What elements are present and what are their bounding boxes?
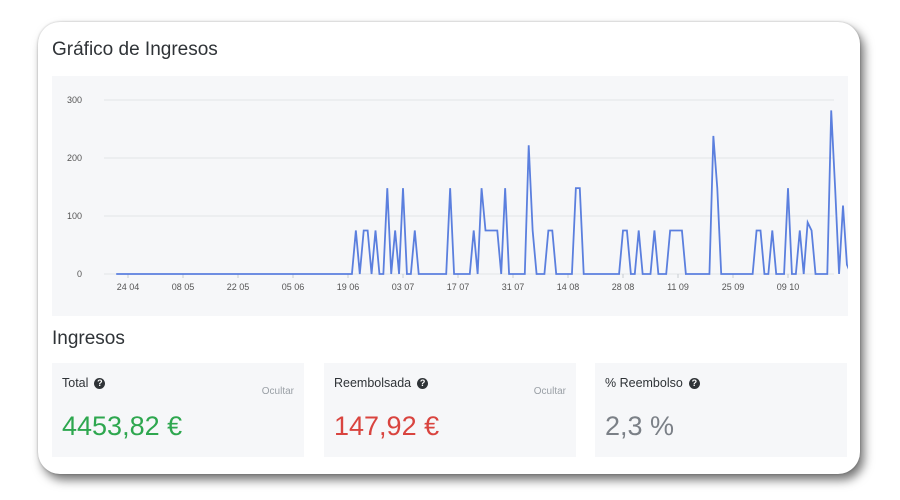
stat-label-text: % Reembolso xyxy=(605,376,683,390)
revenue-chart: 0 100 200 300 24 04 08 05 22 05 05 06 19 06 03 07… xyxy=(52,76,848,316)
y-tick-label: 0 xyxy=(77,269,82,279)
stat-label-text: Reembolsada xyxy=(334,376,412,390)
y-tick-label: 200 xyxy=(67,153,82,163)
hide-total-link[interactable]: Ocultar xyxy=(261,386,294,397)
x-tick-label: 24 04 xyxy=(117,282,140,292)
x-tick-label: 25 09 xyxy=(722,282,745,292)
y-tick-label: 300 xyxy=(67,95,82,105)
x-tick-label: 14 08 xyxy=(557,282,580,292)
help-icon[interactable]: ? xyxy=(688,377,700,389)
stat-label-total: Total ? xyxy=(62,376,106,390)
x-tick-label: 17 07 xyxy=(447,282,470,292)
stat-card-refunded: Reembolsada ? Ocultar 147,92 € xyxy=(324,363,576,457)
x-tick-label: 03 07 xyxy=(392,282,415,292)
x-tick-label: 05 06 xyxy=(282,282,305,292)
section-title: Ingresos xyxy=(52,328,125,349)
stat-card-total: Total ? Ocultar 4453,82 € xyxy=(52,363,304,457)
x-tick-label: 19 06 xyxy=(337,282,360,292)
x-tick-label: 09 10 xyxy=(777,282,800,292)
stat-label-refund-percent: % Reembolso ? xyxy=(605,376,700,390)
y-tick-label: 100 xyxy=(67,211,82,221)
stat-card-refund-percent: % Reembolso ? 2,3 % xyxy=(595,363,847,457)
stat-label-text: Total xyxy=(62,376,89,390)
x-tick-label: 11 09 xyxy=(667,282,689,292)
revenue-series-line xyxy=(116,110,848,275)
stat-value-refund-percent: 2,3 % xyxy=(605,411,675,441)
stat-value-refunded: 147,92 € xyxy=(334,411,440,441)
income-card: Gráfico de Ingresos 0 100 200 300 24 04 08 05… xyxy=(38,22,860,474)
revenue-line-chart: 0 100 200 300 24 04 08 05 22 05 05 06 19 06 03 07… xyxy=(67,95,848,292)
help-icon[interactable]: ? xyxy=(94,377,106,389)
x-tick-label: 08 05 xyxy=(172,282,195,292)
hide-refunded-link[interactable]: Ocultar xyxy=(533,386,566,397)
stat-label-refunded: Reembolsada ? xyxy=(334,376,429,390)
stat-value-total: 4453,82 € xyxy=(62,411,183,441)
chart-title: Gráfico de Ingresos xyxy=(52,39,218,60)
x-tick-label: 22 05 xyxy=(227,282,250,292)
help-icon[interactable]: ? xyxy=(417,377,429,389)
x-tick-label: 31 07 xyxy=(502,282,525,292)
x-tick-label: 28 08 xyxy=(612,282,635,292)
